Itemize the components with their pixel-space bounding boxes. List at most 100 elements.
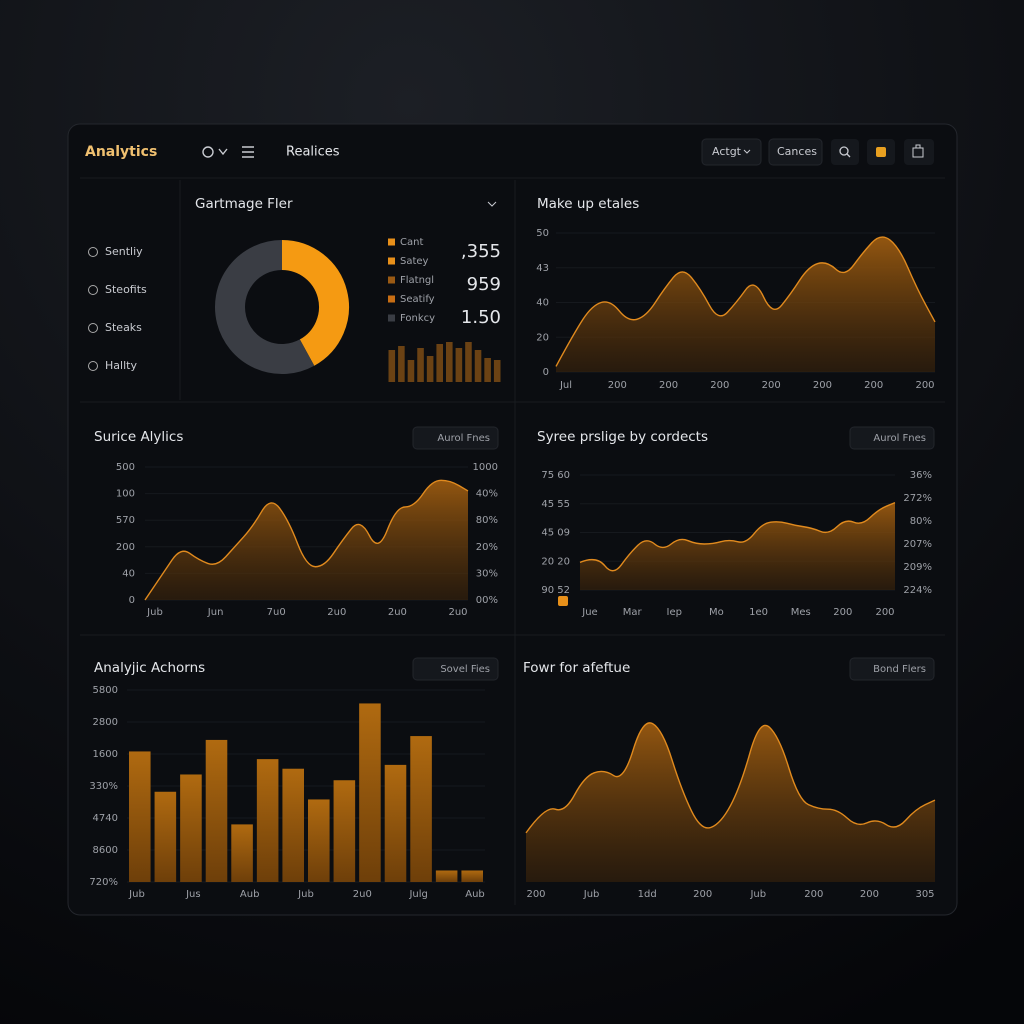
bar [256,759,279,882]
x-tick-label: Jub [583,889,600,900]
mini-bar [436,344,443,382]
search-button[interactable] [831,139,859,165]
panel-button[interactable] [412,657,499,681]
bar [435,870,458,882]
sidebar-item[interactable]: Sentliy [105,245,143,258]
panel-title: Fowr for afeftue [523,660,630,676]
panel-button[interactable] [849,426,935,450]
dividers [80,177,945,905]
y-tick-label: 100 [116,489,135,500]
x-tick-label: 200 [526,889,545,900]
bar [410,736,432,882]
bar [384,764,407,882]
area-fill [580,502,895,590]
panel-button-label: Aurol Fnes [437,433,490,444]
bar [282,768,304,882]
x-tick-label: Jue [581,607,597,618]
area-fill [145,480,468,600]
x-tick-label: 200 [864,380,883,391]
legend-swatch [388,295,395,303]
x-tick-label: 2u0 [327,607,346,618]
icon-button[interactable] [904,139,934,165]
legend-label: Cant [400,237,423,248]
y-tick-label: 45 55 [541,499,570,510]
y-tick-label: 40 [122,568,135,579]
x-tick-label: 2u0 [388,607,407,618]
x-tick-label: Mes [791,607,811,618]
sidebar-icon [88,361,98,371]
bar [129,751,151,882]
y2-tick-label: 80% [910,516,932,527]
legend-swatch [388,238,395,246]
header-icons [202,146,254,158]
sidebar-item[interactable]: Steaks [105,321,142,334]
y2-tick-label: 80% [476,515,498,526]
x-tick-label: Aub [240,889,260,900]
bar [461,870,483,882]
marker [558,596,568,606]
y-tick-label: 5800 [93,685,118,696]
area-line [144,479,469,601]
sidebar-item[interactable]: Hallty [105,359,137,372]
x-tick-label: 200 [608,380,627,391]
panel-button[interactable] [412,426,499,450]
sidebar-item[interactable]: Steofits [105,283,147,296]
x-tick-label: 200 [804,889,823,900]
x-tick-label: 200 [875,607,894,618]
y-tick-label: 4740 [93,813,118,824]
panel-title: Analyjic Achorns [94,660,205,676]
y-tick-label: 75 60 [541,470,570,481]
donut-segment [281,240,349,366]
x-tick-label: 1e0 [749,607,768,618]
button[interactable] [701,138,762,166]
mini-bar [426,356,434,382]
area-fill [556,237,935,372]
y2-tick-label: 224% [903,585,932,596]
bar [231,824,253,882]
dropdown-chevron[interactable] [487,201,497,207]
x-tick-label: Jub [128,889,145,900]
mini-bar [455,348,463,382]
y2-tick-label: 1000 [473,462,498,473]
x-tick-label: 305 [915,889,934,900]
area-fill [526,722,935,882]
x-tick-label: 200 [833,607,852,618]
x-tick-label: Mar [623,607,643,618]
bar [180,774,202,882]
x-tick-label: 7u0 [267,607,286,618]
mini-bar [446,342,453,382]
mini-bar [493,360,501,382]
panel-title: Surice Alylics [94,429,183,445]
x-tick-label: 200 [915,380,934,391]
y2-tick-label: 207% [903,539,932,550]
icon [876,147,886,157]
mini-bar [465,342,472,382]
panel-button[interactable] [849,657,935,681]
sidebar-icon [88,285,98,295]
mini-bar [398,346,405,382]
brand: Analytics [85,144,157,160]
area-line [555,236,936,367]
x-tick-label: Jub [297,889,314,900]
y-tick-label: 1600 [93,749,118,760]
y-tick-label: 90 52 [541,585,570,596]
y-tick-label: 2800 [93,717,118,728]
button-label: Cances [777,145,817,158]
panel-button-label: Sovel Fies [440,664,490,675]
y2-tick-label: 20% [476,542,498,553]
y-tick-label: 45 09 [541,528,570,539]
button[interactable] [768,138,823,166]
stat-value: 1.50 [461,307,501,328]
chevron [743,149,751,154]
x-tick-label: 200 [762,380,781,391]
y-tick-label: 720% [89,877,118,888]
bar [205,739,228,882]
x-tick-label: 200 [659,380,678,391]
mini-bar [407,360,415,382]
panel-button-label: Bond Flers [873,664,926,675]
y-tick-label: 20 [536,332,549,343]
legend-swatch [388,276,395,284]
legend-label: Fonkcy [400,313,435,324]
sidebar-icon [88,247,98,257]
